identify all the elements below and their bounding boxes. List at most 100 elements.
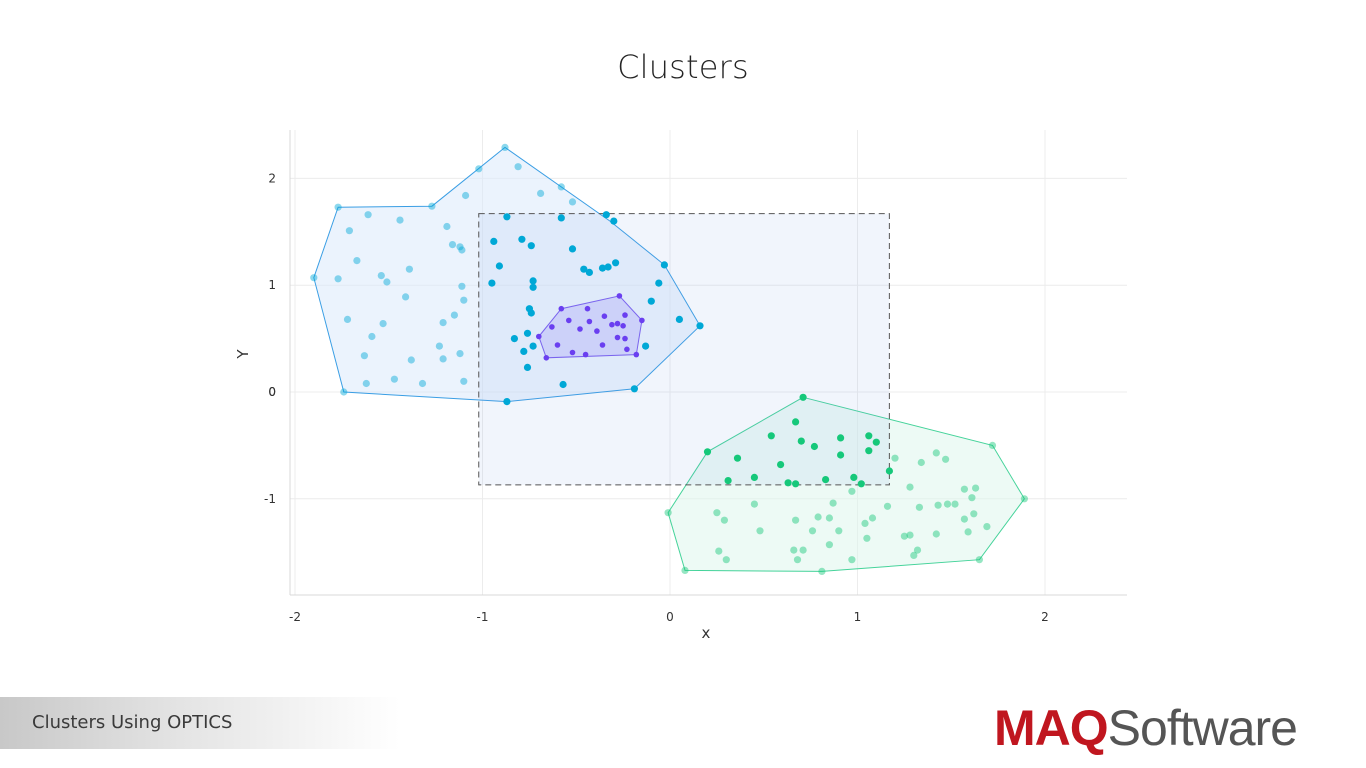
data-point [1020,495,1028,503]
data-point [799,393,807,401]
data-point [585,268,594,276]
x-tick-label: -1 [477,610,489,624]
data-point [660,261,669,269]
data-points [310,143,1028,576]
data-point [818,567,826,576]
data-point [360,352,368,360]
logo-software: Software [1107,700,1298,756]
data-point [793,556,802,564]
data-point [872,438,880,446]
x-axis-title: x [702,624,711,642]
data-point [594,328,600,334]
data-point [750,500,759,508]
data-point [439,319,447,327]
data-point [612,259,620,267]
data-point [655,279,663,287]
data-point [675,315,684,323]
data-point [598,264,607,272]
footer-band [0,697,400,749]
data-point [664,509,672,517]
y-tick-label: 0 [268,385,276,399]
data-point [310,274,318,282]
data-point [917,458,925,467]
data-point [983,523,991,531]
data-point [448,241,457,249]
y-tick-label: 0 [268,385,276,399]
data-point [529,277,537,285]
data-point [964,528,972,536]
data-point [601,313,608,320]
data-point [458,282,466,290]
data-point [972,484,980,492]
data-point [970,510,978,518]
data-point [340,388,348,396]
data-point [584,305,591,312]
data-point [681,566,689,575]
data-point [458,246,466,254]
data-point [557,183,565,191]
data-point [368,332,376,341]
data-point [558,305,565,312]
y-axis-title: Y [234,349,252,360]
logo-maq: MAQ [994,700,1109,756]
data-point [462,191,470,200]
data-point [460,377,468,385]
data-point [792,480,800,488]
data-point [586,318,593,325]
data-point [379,320,387,328]
data-point [566,317,572,324]
data-point [549,324,555,330]
data-point [334,203,342,211]
data-point [599,342,606,348]
footer-caption: Clusters Using OPTICS [32,712,233,733]
data-point [616,293,623,299]
data-point [362,379,370,388]
data-point [536,333,542,340]
data-point [799,546,807,554]
data-point [868,514,877,522]
data-point [503,398,511,406]
data-point [610,217,618,225]
data-point [837,451,845,459]
data-point [756,527,764,535]
y-tick-label: 2 [268,171,276,185]
data-point [825,541,834,549]
x-tick-label: 1 [854,610,862,624]
data-point [568,245,577,253]
data-point [602,211,610,219]
data-point [353,257,361,265]
data-point [850,473,858,481]
data-point [960,515,969,523]
data-point [975,556,984,564]
data-point [630,385,639,393]
data-point [554,342,561,348]
data-point [620,323,626,329]
data-point [810,442,819,451]
data-point [622,335,628,342]
data-point [523,363,532,371]
data-point [490,237,498,245]
data-point [720,516,729,524]
data-point [915,503,924,511]
data-point [568,198,577,206]
data-point [383,278,391,286]
data-point [343,315,352,323]
data-point [529,342,537,350]
data-point [792,516,800,524]
data-point [865,432,873,440]
data-point [837,434,845,442]
data-point [537,189,545,197]
data-point [715,547,723,555]
data-point [428,202,436,210]
data-point [334,275,342,283]
data-point [885,467,894,475]
data-point [614,334,621,341]
data-point [724,477,732,485]
data-point [913,546,922,554]
data-point [514,163,522,171]
data-point [797,437,805,445]
data-point [418,379,427,388]
cluster-hull [667,396,1026,572]
data-point [857,480,865,488]
data-point [777,461,785,469]
